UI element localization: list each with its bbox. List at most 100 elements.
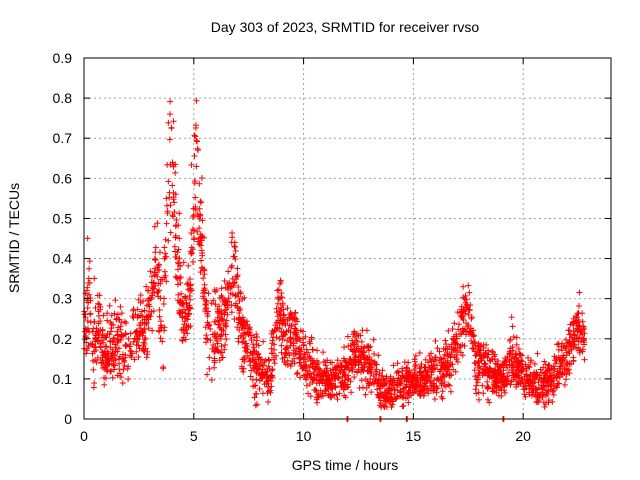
data-point: [287, 328, 294, 335]
data-point: [318, 393, 325, 400]
data-point: [271, 346, 278, 353]
x-tick-label: 10: [296, 428, 312, 444]
data-point: [279, 336, 286, 343]
data-point: [361, 364, 368, 371]
data-point: [163, 278, 170, 285]
data-point: [537, 366, 544, 373]
data-point: [118, 374, 125, 381]
data-point: [188, 250, 195, 257]
data-point: [433, 389, 440, 396]
data-point: [327, 359, 334, 366]
data-point: [196, 205, 203, 212]
data-point: [253, 334, 260, 341]
data-point: [560, 352, 567, 359]
data-point: [193, 97, 200, 104]
data-point: [196, 180, 203, 187]
data-point: [184, 316, 191, 323]
data-point: [483, 341, 490, 348]
data-point: [324, 365, 331, 372]
data-point: [451, 320, 458, 327]
data-point: [170, 213, 177, 220]
data-point: [543, 392, 550, 399]
data-point: [203, 332, 210, 339]
data-point: [391, 379, 398, 386]
data-point: [432, 337, 439, 344]
data-point: [222, 297, 229, 304]
data-point: [257, 372, 264, 379]
data-point: [460, 294, 467, 301]
data-point: [175, 266, 182, 273]
data-point: [475, 364, 482, 371]
data-point: [395, 374, 402, 381]
data-point: [418, 386, 425, 393]
data-point: [567, 343, 574, 350]
data-point: [102, 375, 109, 382]
data-point: [161, 268, 168, 275]
data-point: [108, 368, 115, 375]
y-tick-label: 0.7: [53, 130, 73, 146]
data-point: [193, 137, 200, 144]
data-point: [182, 336, 189, 343]
data-point: [141, 336, 148, 343]
data-point: [185, 262, 192, 269]
data-point: [247, 332, 254, 339]
data-point: [526, 391, 533, 398]
data-point: [293, 370, 300, 377]
data-point: [455, 321, 462, 328]
data-point: [197, 269, 204, 276]
data-point: [445, 327, 452, 334]
data-point: [301, 350, 308, 357]
data-point: [137, 292, 144, 299]
data-point: [216, 303, 223, 310]
data-point: [334, 396, 341, 403]
data-point: [91, 318, 98, 325]
data-point: [273, 309, 280, 316]
data-point: [211, 318, 218, 325]
data-point: [453, 335, 460, 342]
data-point: [500, 373, 507, 380]
data-point: [159, 338, 166, 345]
data-point: [407, 371, 414, 378]
data-point: [171, 243, 178, 250]
data-point: [90, 384, 97, 391]
data-point: [349, 366, 356, 373]
data-point: [256, 354, 263, 361]
data-point: [527, 359, 534, 366]
data-point: [484, 396, 491, 403]
data-point: [177, 298, 184, 305]
data-point: [491, 373, 498, 380]
data-point: [495, 373, 502, 380]
data-point: [230, 280, 237, 287]
data-point: [351, 329, 358, 336]
data-point: [421, 374, 428, 381]
data-point: [468, 315, 475, 322]
data-point: [505, 377, 512, 384]
data-point: [544, 374, 551, 381]
data-point: [219, 354, 226, 361]
data-point: [251, 348, 258, 355]
data-point: [449, 361, 456, 368]
data-point: [466, 289, 473, 296]
data-point: [97, 303, 104, 310]
data-point: [460, 283, 467, 290]
data-point: [463, 296, 470, 303]
data-point: [214, 340, 221, 347]
data-point: [303, 346, 310, 353]
data-point: [161, 295, 168, 302]
data-point: [144, 348, 151, 355]
data-point: [272, 327, 279, 334]
data-point: [191, 179, 198, 186]
data-point: [475, 389, 482, 396]
data-point: [157, 335, 164, 342]
data-point: [167, 202, 174, 209]
data-point: [428, 350, 435, 357]
data-point: [468, 329, 475, 336]
data-point: [564, 339, 571, 346]
data-point: [442, 341, 449, 348]
data-point: [194, 211, 201, 218]
data-point: [363, 327, 370, 334]
data-point: [138, 308, 145, 315]
data-point: [513, 334, 520, 341]
data-point: [418, 369, 425, 376]
data-point: [554, 380, 561, 387]
